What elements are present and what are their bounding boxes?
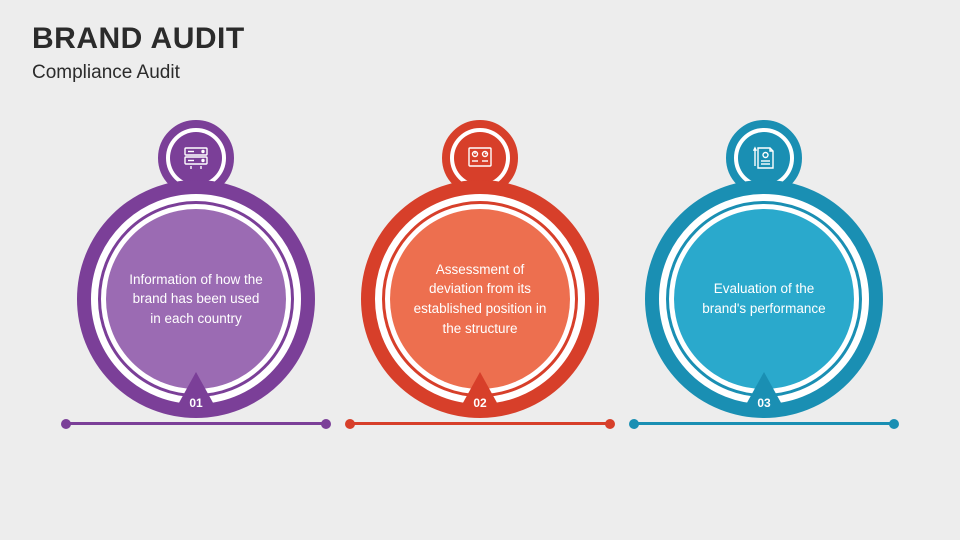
item-number: 02 (473, 396, 486, 410)
divider-line (634, 422, 894, 425)
server-icon (170, 132, 222, 184)
divider-line (66, 422, 326, 425)
audit-item-1: Information of how the brand has been us… (66, 120, 326, 480)
audit-item-2: Assessment of deviation from its establi… (350, 120, 610, 480)
dashboard-icon (454, 132, 506, 184)
item-desc: Information of how the brand has been us… (128, 270, 264, 329)
report-icon (738, 132, 790, 184)
page-title: BRAND AUDIT (32, 22, 928, 56)
item-number: 01 (189, 396, 202, 410)
divider-line (350, 422, 610, 425)
items-row: Information of how the brand has been us… (0, 120, 960, 480)
page-subtitle: Compliance Audit (32, 62, 928, 84)
item-desc: Evaluation of the brand's performance (696, 279, 832, 318)
audit-item-3: Evaluation of the brand's performance 03 (634, 120, 894, 480)
item-desc: Assessment of deviation from its establi… (412, 260, 548, 338)
item-number: 03 (757, 396, 770, 410)
